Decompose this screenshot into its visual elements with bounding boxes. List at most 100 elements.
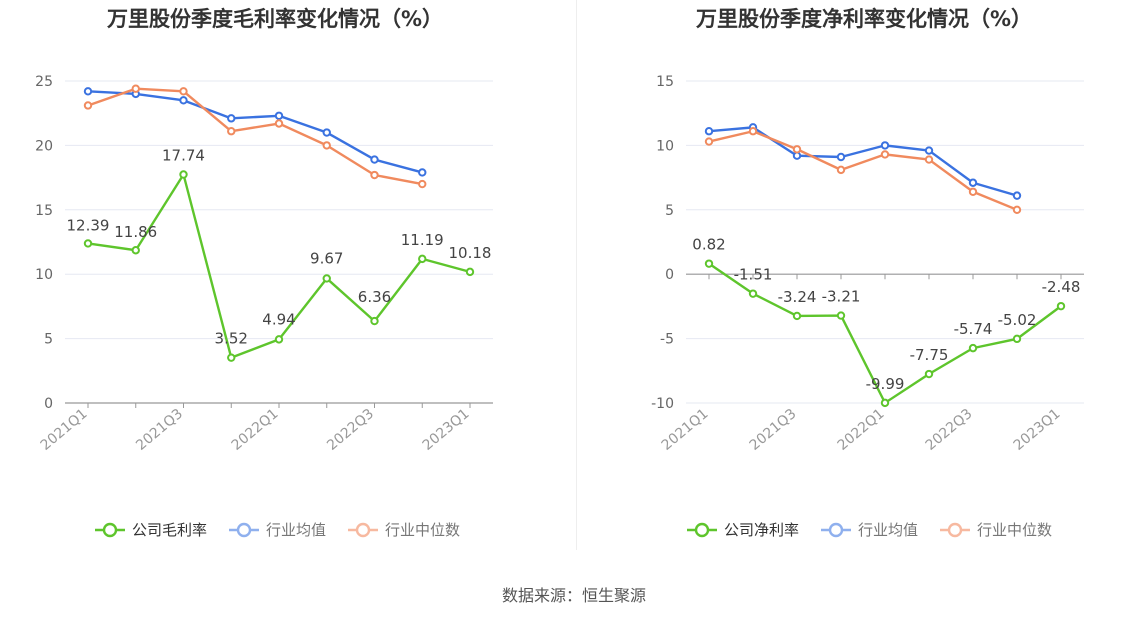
data-point [748, 289, 758, 298]
data-label: 11.86 [114, 223, 157, 241]
data-label: -9.99 [866, 375, 905, 393]
data-point [704, 127, 714, 136]
data-point [227, 353, 236, 362]
data-label: 3.52 [215, 330, 248, 348]
data-point [227, 127, 236, 136]
data-label: 9.67 [310, 249, 343, 267]
data-point [322, 274, 331, 283]
y-tick-label: 0 [665, 267, 674, 283]
data-point [792, 311, 802, 321]
y-tick-label: 10 [35, 267, 53, 283]
series-line-3 [87, 87, 423, 186]
data-point [274, 111, 284, 120]
data-point [370, 170, 379, 180]
x-tick-label: 2021Q1 [38, 406, 91, 454]
y-tick-label: -10 [651, 396, 674, 412]
data-point [370, 316, 379, 326]
data-point [179, 96, 188, 105]
legend-label: 公司毛利率 [132, 521, 207, 539]
series-line-2 [708, 126, 1018, 197]
data-point [131, 84, 140, 93]
data-label: 12.39 [67, 216, 110, 234]
data-label: -2.48 [1042, 278, 1081, 296]
data-point [880, 150, 890, 159]
data-point [418, 168, 427, 177]
x-tick-label: 2023Q1 [420, 406, 473, 454]
legend-marker [947, 522, 963, 538]
data-label: 11.19 [401, 231, 444, 249]
x-tick-label: 2022Q3 [923, 406, 976, 454]
source-label: 数据来源：恒生聚源 [501, 586, 646, 605]
chart-title: 万里股份季度毛利率变化情况（%） [106, 7, 443, 31]
data-point [924, 146, 934, 155]
data-point [274, 119, 284, 128]
data-point [1012, 334, 1022, 344]
data-label: -1.51 [734, 266, 773, 284]
y-tick-label: 0 [44, 396, 53, 412]
y-tick-label: 5 [665, 203, 674, 219]
data-label: -3.24 [778, 288, 817, 306]
data-point [880, 398, 890, 408]
y-tick-label: 15 [656, 74, 674, 90]
data-label: 10.18 [449, 244, 492, 262]
data-point [83, 101, 93, 110]
x-tick-label: 2021Q3 [747, 406, 800, 454]
x-tick-label: 2022Q1 [835, 406, 888, 454]
legend-marker [102, 522, 118, 538]
x-tick-label: 2022Q1 [229, 406, 282, 454]
series-line-3 [708, 130, 1018, 211]
x-tick-label: 2021Q3 [133, 406, 186, 454]
data-point [274, 335, 284, 344]
legend-marker [828, 522, 844, 538]
data-point [1056, 301, 1066, 311]
y-tick-label: -5 [660, 332, 674, 348]
data-point [227, 114, 236, 123]
legend-marker [355, 522, 371, 538]
data-label: -7.75 [910, 346, 949, 364]
data-point [322, 128, 331, 137]
data-point [418, 254, 427, 264]
data-point [465, 267, 475, 277]
x-tick-label: 2021Q1 [659, 406, 712, 454]
data-label: -5.74 [954, 320, 993, 338]
data-point [836, 311, 846, 320]
chart-title: 万里股份季度净利率变化情况（%） [695, 7, 1032, 31]
data-point [748, 127, 758, 136]
legend-label: 行业中位数 [977, 521, 1052, 539]
y-tick-label: 25 [35, 74, 53, 90]
data-point [370, 155, 379, 164]
data-point [1012, 191, 1022, 200]
series-line-1 [87, 173, 471, 359]
chart-panel-1: 万里股份季度毛利率变化情况（%） 0 5 10 15 20 25 2021Q1 2021Q3 20… [35, 7, 493, 539]
x-tick-label: 2023Q1 [1011, 406, 1064, 454]
legend-label: 行业中位数 [385, 521, 460, 539]
data-label: -5.02 [998, 311, 1037, 329]
legend-label: 行业均值 [858, 521, 918, 539]
legend-label: 行业均值 [266, 521, 326, 539]
data-label: 4.94 [262, 310, 295, 328]
y-tick-label: 5 [44, 332, 53, 348]
series-line-2 [87, 90, 423, 174]
data-point [792, 145, 802, 154]
data-point [968, 187, 978, 196]
chart-panel-2: 万里股份季度净利率变化情况（%） -10 -5 0 5 10 15 2021Q1 2021Q3 2… [651, 7, 1084, 539]
data-point [704, 137, 714, 146]
data-point [83, 87, 93, 96]
data-label: 0.82 [692, 236, 725, 254]
data-point [179, 87, 188, 96]
data-point [1012, 205, 1022, 215]
data-point [968, 343, 978, 353]
data-point [880, 141, 890, 150]
x-tick-label: 2022Q3 [324, 406, 377, 454]
data-label: -3.21 [822, 288, 861, 306]
data-point [836, 152, 846, 162]
data-label: 6.36 [358, 288, 391, 306]
y-tick-label: 15 [35, 203, 53, 219]
data-point [131, 246, 140, 255]
data-point [179, 170, 188, 179]
data-point [704, 259, 714, 268]
legend-label: 公司净利率 [724, 521, 799, 539]
data-label: 17.74 [162, 147, 205, 165]
data-point [924, 155, 934, 164]
